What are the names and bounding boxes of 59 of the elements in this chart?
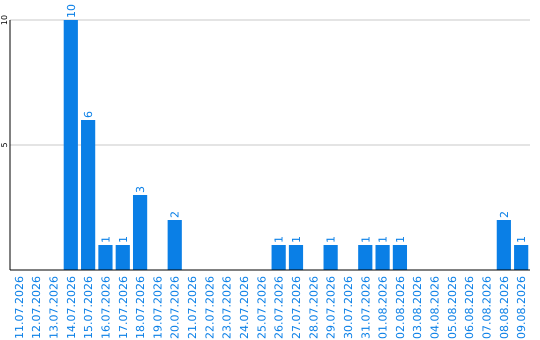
x-tick-label: 07.08.2026 (480, 276, 494, 339)
x-tick-label: 27.07.2026 (290, 276, 303, 339)
data-label: 1 (515, 236, 528, 243)
x-tick-label: 11.07.2026 (12, 276, 26, 339)
bar (358, 245, 372, 270)
x-tick-label: 02.08.2026 (394, 276, 407, 339)
x-tick-label: 03.08.2026 (411, 276, 424, 339)
x-tick-label: 23.07.2026 (220, 276, 234, 339)
x-tick-label: 31.07.2026 (359, 276, 372, 339)
bar (514, 245, 528, 270)
x-tick-label: 24.07.2026 (238, 276, 252, 339)
data-label: 1 (290, 236, 303, 243)
x-tick-label: 26.07.2026 (272, 276, 286, 339)
bar (116, 245, 130, 270)
x-tick-label: 28.07.2026 (307, 276, 320, 339)
x-tick-label: 20.07.2026 (168, 276, 182, 339)
bar (496, 220, 511, 270)
data-label: 3 (134, 186, 148, 193)
x-tick-label: 15.07.2026 (82, 276, 96, 339)
x-tick-label: 25.07.2026 (255, 276, 268, 339)
x-tick-label: 12.07.2026 (30, 276, 44, 339)
data-label: 1 (272, 236, 286, 243)
x-tick-label: 22.07.2026 (203, 276, 216, 339)
data-label: 1 (324, 236, 338, 243)
bar (81, 120, 96, 270)
x-tick-label: 17.07.2026 (116, 276, 130, 339)
x-tick-label: 19.07.2026 (151, 276, 164, 339)
data-label: 10 (64, 4, 78, 18)
data-label: 6 (82, 111, 96, 118)
bar (324, 245, 338, 270)
x-tick-label: 01.08.2026 (376, 276, 390, 339)
x-tick-label: 14.07.2026 (64, 276, 78, 339)
bar (288, 245, 304, 270)
x-tick-label: 29.07.2026 (324, 276, 338, 339)
bar (375, 245, 390, 270)
x-tick-label: 08.08.2026 (498, 276, 511, 339)
bar (132, 195, 148, 270)
data-label: 2 (498, 211, 511, 218)
data-label: 1 (116, 236, 130, 243)
x-tick-label: 30.07.2026 (342, 276, 355, 339)
x-tick-label: 21.07.2026 (186, 276, 200, 339)
bar (272, 245, 286, 270)
bar (392, 245, 408, 270)
data-label: 1 (376, 236, 390, 243)
x-tick-label: 09.08.2026 (515, 276, 528, 339)
bar (98, 245, 113, 270)
x-tick-label: 16.07.2026 (99, 276, 112, 339)
data-label: 1 (394, 236, 407, 243)
x-tick-label: 04.08.2026 (428, 276, 442, 339)
x-tick-label: 18.07.2026 (134, 276, 148, 339)
x-tick-label: 13.07.2026 (47, 276, 60, 339)
bar (64, 20, 78, 270)
x-tick-label: 06.08.2026 (463, 276, 476, 339)
data-label: 1 (99, 236, 112, 243)
x-tick-label: 05.08.2026 (446, 276, 459, 339)
bar (168, 220, 182, 270)
data-label: 1 (359, 236, 372, 243)
data-label: 2 (168, 211, 182, 218)
y-tick-label: 5 (0, 142, 9, 148)
